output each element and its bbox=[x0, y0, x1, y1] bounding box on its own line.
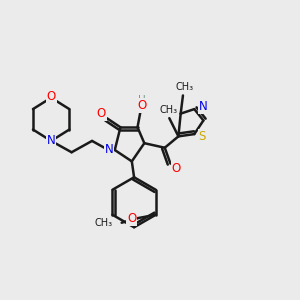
Text: O: O bbox=[127, 212, 136, 225]
Text: N: N bbox=[47, 134, 56, 147]
Text: CH₃: CH₃ bbox=[175, 82, 193, 92]
Text: S: S bbox=[199, 130, 206, 143]
Text: CH₃: CH₃ bbox=[159, 105, 177, 115]
Text: CH₃: CH₃ bbox=[94, 218, 112, 228]
Text: O: O bbox=[97, 107, 106, 120]
Text: H: H bbox=[138, 95, 146, 105]
Text: N: N bbox=[105, 143, 113, 157]
Text: O: O bbox=[46, 90, 56, 103]
Text: N: N bbox=[199, 100, 208, 113]
Text: O: O bbox=[137, 99, 147, 112]
Text: O: O bbox=[172, 162, 181, 175]
